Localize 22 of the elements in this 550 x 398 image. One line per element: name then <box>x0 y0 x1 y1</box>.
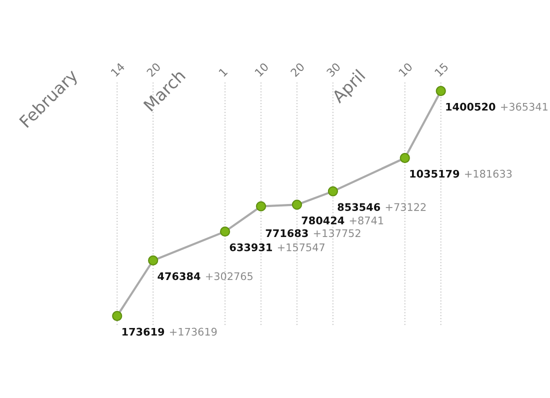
point <box>400 152 410 164</box>
point <box>436 86 446 96</box>
x-tick-label: 14 <box>110 62 126 77</box>
point <box>256 201 266 212</box>
data-label: 780424 +8741 <box>302 216 384 224</box>
data-label: 771683 +137752 <box>266 229 360 238</box>
point <box>292 200 302 210</box>
data-label: 633931 +157547 <box>230 243 324 252</box>
point <box>112 310 122 322</box>
x-tick-label: 1 <box>218 68 228 77</box>
point <box>220 226 230 237</box>
data-label: 1035179 +181633 <box>410 170 512 178</box>
data-label: 853546 +73122 <box>338 203 426 211</box>
x-tick-label: 15 <box>434 62 449 77</box>
data-label: 476384 +302765 <box>158 272 252 280</box>
data-label: 173619 +173619 <box>122 328 217 336</box>
x-tick-label: 20 <box>290 62 305 78</box>
x-tick-label: 10 <box>398 62 413 77</box>
point <box>328 186 338 196</box>
data-label: 1400520 +365341 <box>446 102 548 111</box>
x-tick-label: 10 <box>254 62 269 77</box>
point <box>148 255 158 266</box>
